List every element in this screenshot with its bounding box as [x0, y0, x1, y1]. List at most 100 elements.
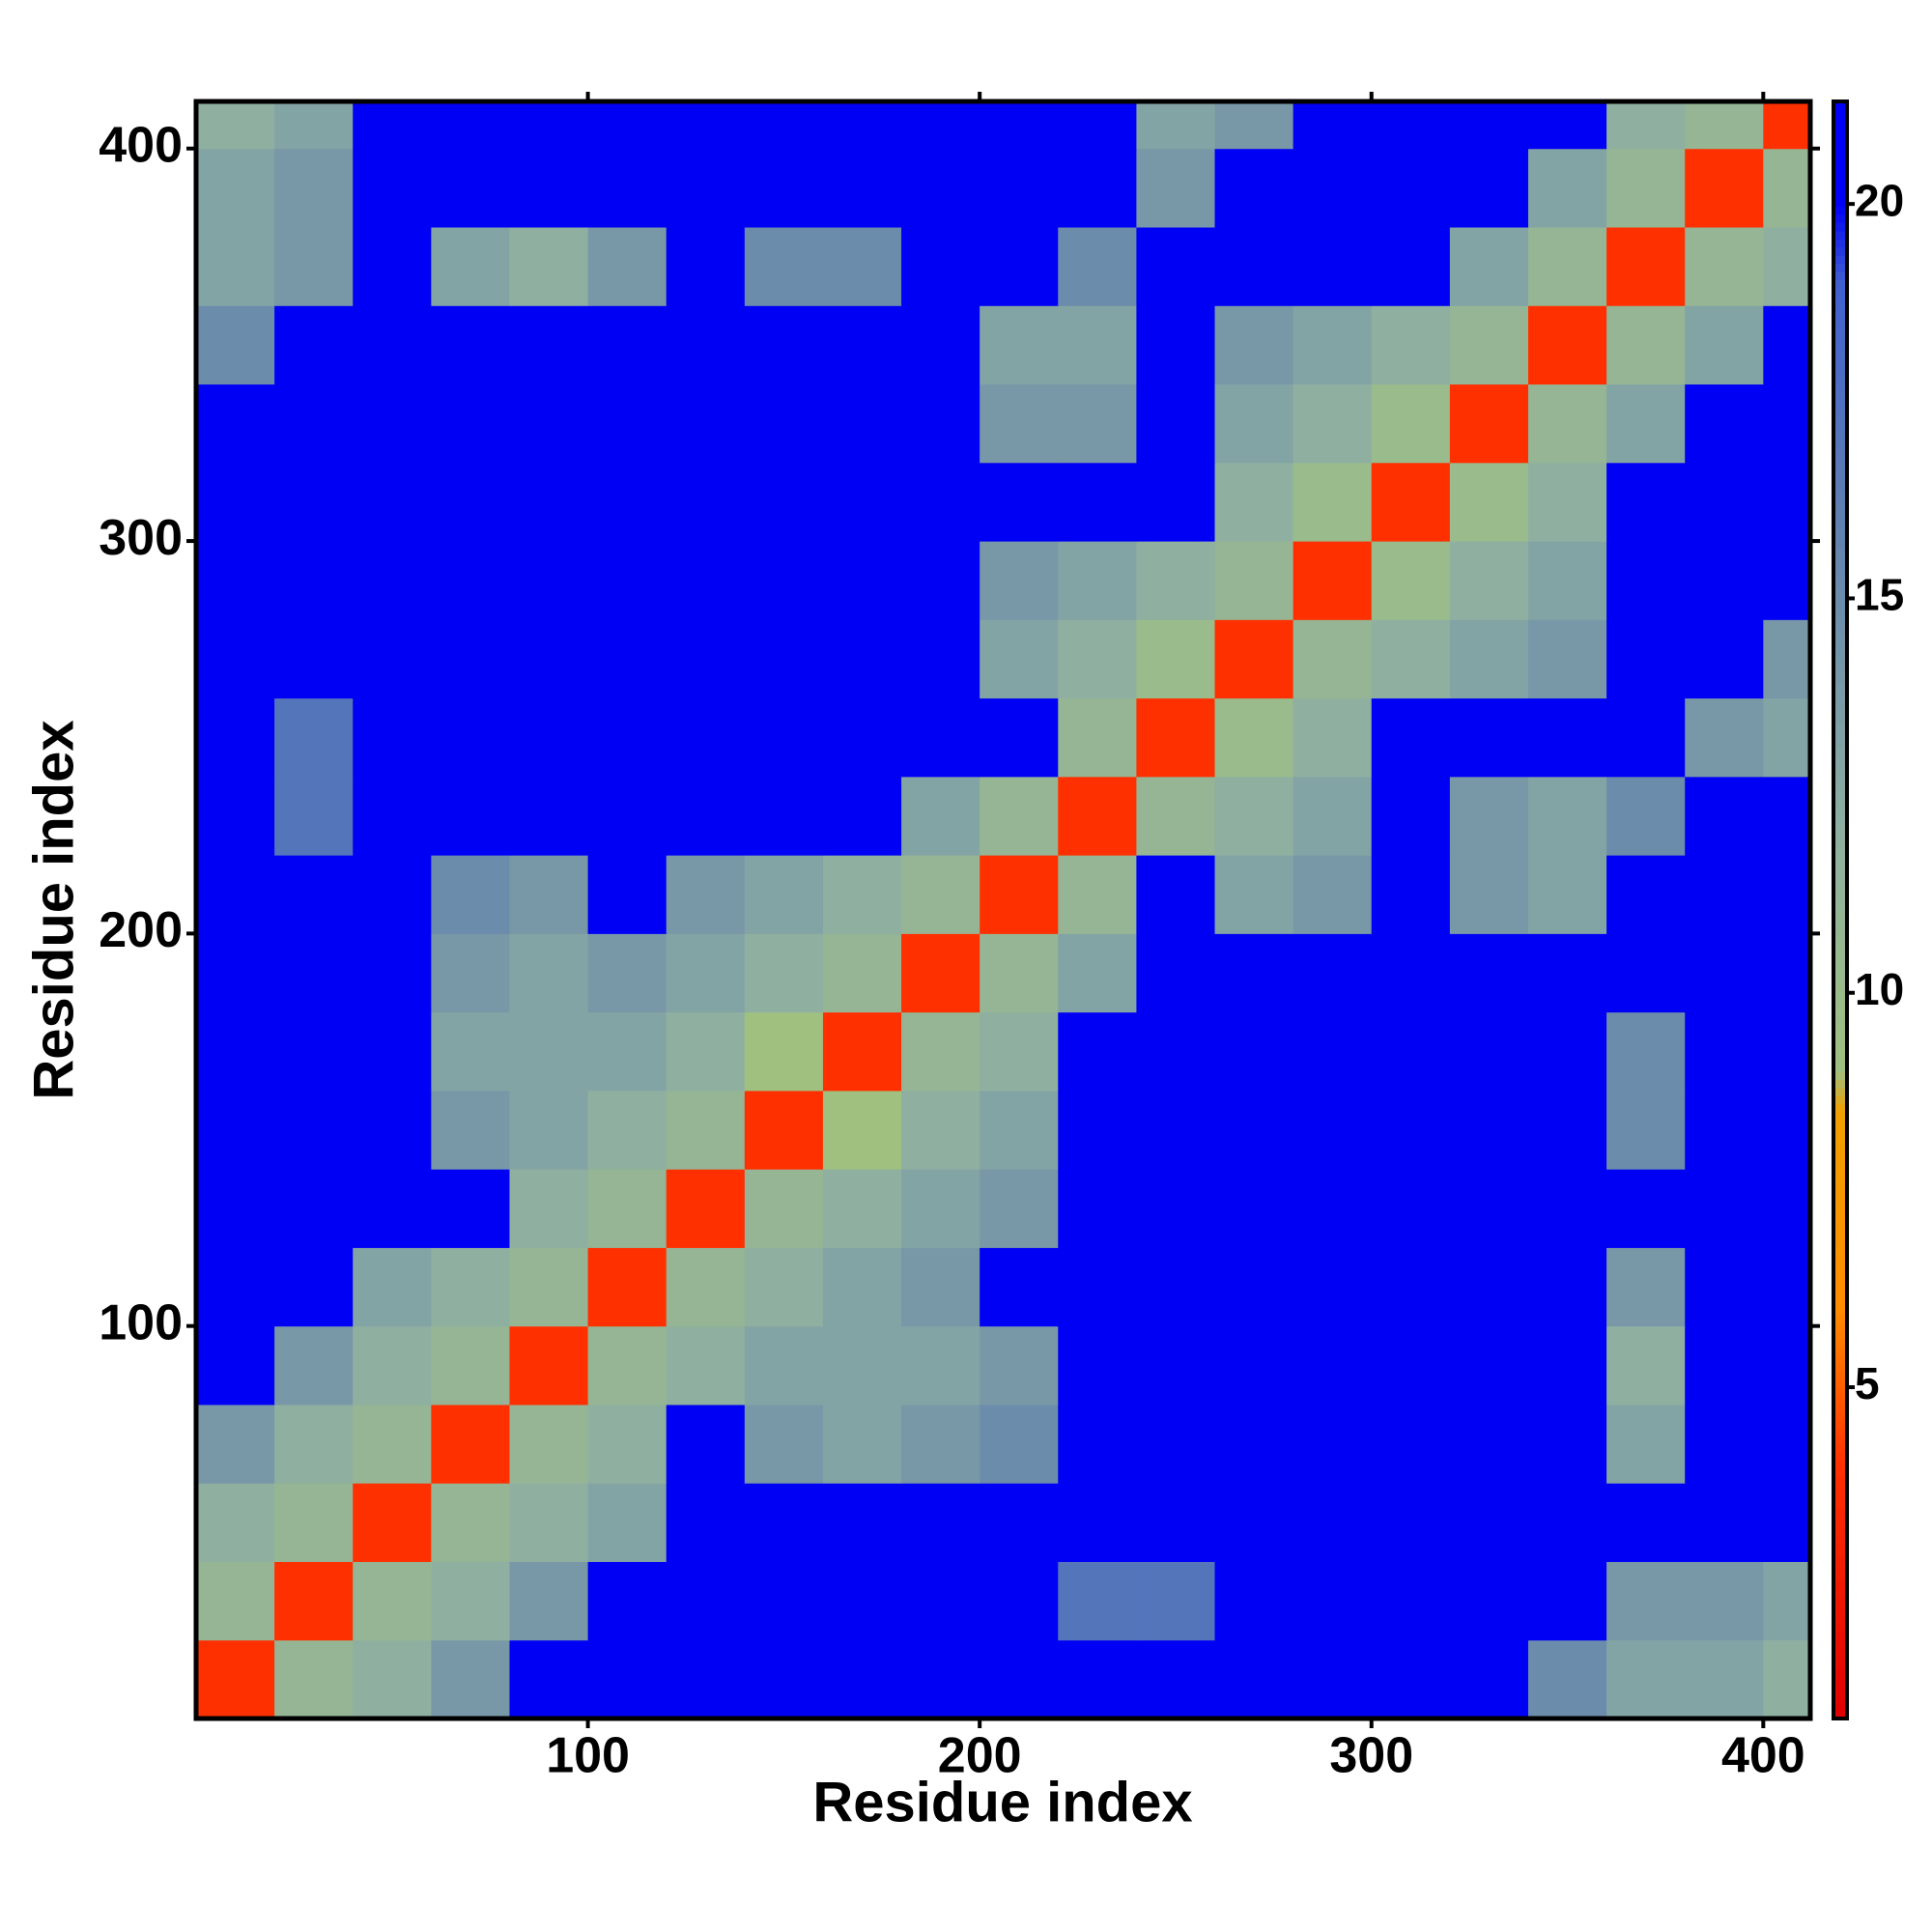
heatmap-cell — [1606, 1090, 1686, 1170]
colorbar-strip — [1833, 1088, 1847, 1097]
heatmap-cell — [1058, 305, 1137, 385]
colorbar-strip — [1833, 586, 1847, 596]
colorbar-strip — [1833, 1693, 1847, 1703]
colorbar-strip — [1833, 1177, 1847, 1186]
colorbar-strip — [1833, 699, 1847, 709]
colorbar-strip — [1833, 755, 1847, 765]
heatmap-cell — [1763, 1561, 1811, 1641]
heatmap-cell — [1214, 101, 1294, 150]
heatmap-cell — [353, 384, 432, 464]
heatmap-cell — [274, 148, 354, 228]
heatmap-cell — [509, 462, 589, 542]
heatmap-cell — [666, 148, 746, 228]
heatmap-cell — [274, 776, 354, 856]
colorbar-strip — [1833, 1362, 1847, 1372]
heatmap-cell — [1293, 1090, 1373, 1170]
heatmap-cell — [509, 1247, 589, 1327]
colorbar-strip — [1833, 861, 1847, 870]
colorbar-strip — [1833, 788, 1847, 798]
colorbar-strip — [1833, 263, 1847, 272]
heatmap-cell — [1606, 462, 1686, 542]
colorbar-strip — [1833, 150, 1847, 159]
heatmap-cell — [353, 101, 432, 150]
heatmap-cell — [196, 384, 275, 464]
heatmap-cell — [274, 1169, 354, 1248]
colorbar-strip — [1833, 270, 1847, 280]
heatmap-cell — [196, 1247, 275, 1327]
colorbar-strip — [1833, 1500, 1847, 1509]
heatmap-cell — [353, 227, 432, 306]
colorbar-strip — [1833, 1064, 1847, 1072]
colorbar-strip — [1833, 1516, 1847, 1525]
heatmap-cell — [353, 1561, 432, 1641]
heatmap-cell — [822, 227, 902, 306]
heatmap-cell — [353, 933, 432, 1013]
heatmap-cell — [1136, 1639, 1216, 1719]
heatmap-cell — [1606, 1011, 1686, 1092]
colorbar-strip — [1833, 1023, 1847, 1033]
heatmap-cell — [666, 776, 746, 856]
heatmap-cell — [1685, 1247, 1764, 1327]
colorbar-strip — [1833, 829, 1847, 838]
heatmap-cell — [1214, 1404, 1294, 1484]
colorbar-strip — [1833, 214, 1847, 224]
heatmap-cell — [587, 1483, 668, 1562]
heatmap-cell — [1136, 1011, 1216, 1092]
heatmap-cell — [822, 1247, 902, 1327]
heatmap-cell — [509, 1483, 589, 1562]
heatmap-cell — [744, 1561, 824, 1641]
colorbar-strip — [1833, 1467, 1847, 1477]
heatmap-cell — [274, 697, 354, 778]
heatmap-cell — [1449, 1639, 1529, 1719]
heatmap-cell — [1606, 697, 1686, 778]
heatmap-cell — [509, 1404, 589, 1484]
heatmap-cell — [1449, 1325, 1529, 1406]
colorbar-strip — [1833, 1321, 1847, 1331]
heatmap-cell — [353, 541, 432, 620]
heatmap-cell — [666, 1169, 746, 1248]
heatmap-cell — [1214, 1483, 1294, 1562]
heatmap-cell — [431, 148, 510, 228]
heatmap-cell — [431, 462, 510, 542]
heatmap-cell — [901, 1325, 980, 1406]
colorbar-strip — [1833, 651, 1847, 661]
heatmap-cell — [1136, 1483, 1216, 1562]
colorbar-strip — [1833, 602, 1847, 611]
heatmap-cell — [353, 697, 432, 778]
heatmap-cell — [509, 1325, 589, 1406]
heatmap-cell — [1763, 101, 1811, 150]
heatmap-cell — [587, 305, 668, 385]
colorbar-strip — [1833, 424, 1847, 434]
heatmap-cell — [1214, 462, 1294, 542]
heatmap-cell — [1685, 1639, 1764, 1719]
heatmap-cell — [1058, 101, 1137, 150]
heatmap-cell — [744, 101, 824, 150]
heatmap-cell — [196, 227, 275, 306]
colorbar-strip — [1833, 1208, 1847, 1218]
colorbar-strip — [1833, 974, 1847, 983]
heatmap-cell — [1606, 1247, 1686, 1327]
colorbar-strip — [1833, 335, 1847, 345]
heatmap-cell — [1527, 305, 1607, 385]
heatmap-cell — [509, 776, 589, 856]
heatmap-cell — [666, 1639, 746, 1719]
heatmap-cell — [1449, 148, 1529, 228]
heatmap-cell — [980, 933, 1059, 1013]
heatmap-cell — [274, 101, 354, 150]
colorbar-strip — [1833, 376, 1847, 385]
heatmap-cell — [666, 1325, 746, 1406]
x-tick-label: 400 — [1721, 1728, 1805, 1784]
heatmap-cell — [980, 462, 1059, 542]
heatmap-cell — [1763, 541, 1811, 620]
heatmap-cell — [980, 384, 1059, 464]
heatmap-cell — [1527, 1011, 1607, 1092]
colorbar-strip — [1833, 473, 1847, 482]
colorbar-strip — [1833, 812, 1847, 822]
heatmap-cell — [1371, 1090, 1451, 1170]
colorbar-strip — [1833, 1225, 1847, 1235]
heatmap-cell — [1449, 1169, 1529, 1248]
heatmap-cell — [1606, 776, 1686, 856]
heatmap-cell — [431, 855, 510, 934]
colorbar-strip — [1833, 287, 1847, 297]
heatmap-cell — [274, 1247, 354, 1327]
